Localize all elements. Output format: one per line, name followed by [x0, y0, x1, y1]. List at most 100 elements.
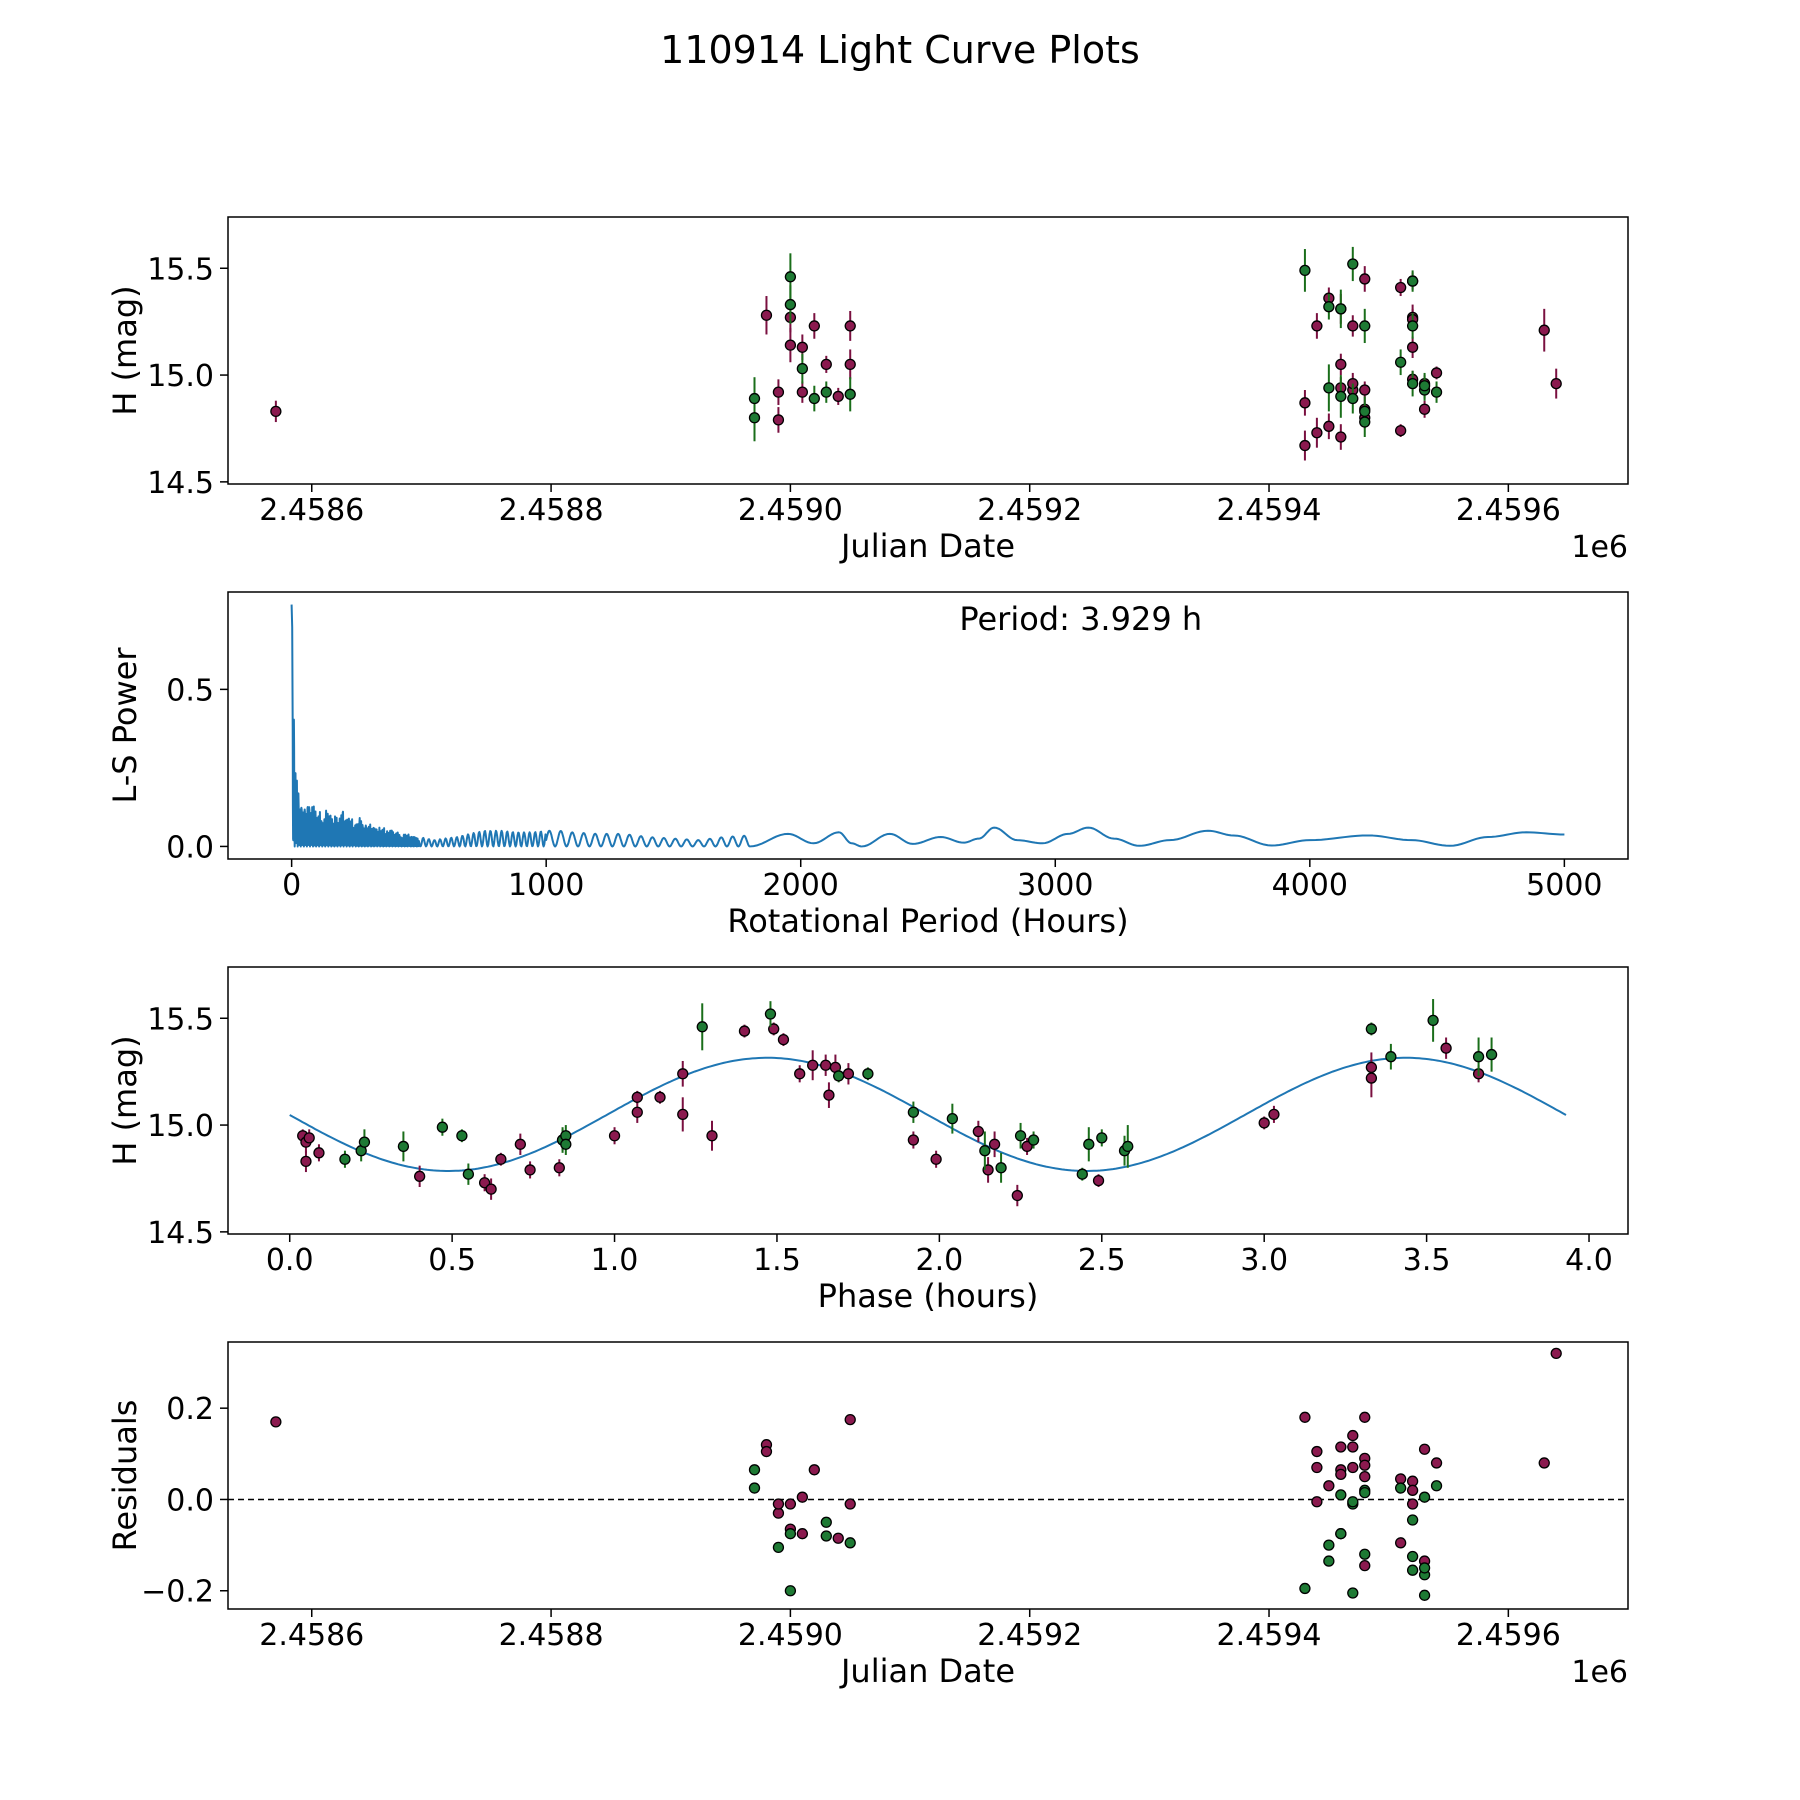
data-point-r — [677, 1068, 689, 1080]
data-point-r — [1359, 273, 1371, 285]
data-point-r — [1359, 1470, 1371, 1483]
data-point-g — [833, 1070, 845, 1082]
data-point-g — [1299, 1582, 1311, 1595]
data-point-r — [1394, 424, 1407, 437]
data-point-r — [1299, 397, 1311, 409]
x-axis-label: Rotational Period (Hours) — [727, 902, 1128, 940]
x-tick-label: 0.0 — [266, 1243, 314, 1278]
x-tick-label: 2.4588 — [499, 1618, 604, 1653]
data-point-g — [979, 1145, 991, 1157]
y-tick-label: 0.5 — [166, 673, 214, 708]
data-point-r — [1538, 1457, 1550, 1469]
y-tick-label: 14.5 — [147, 466, 214, 501]
data-point-g — [748, 412, 761, 424]
data-point-g — [462, 1168, 475, 1180]
data-point-g — [339, 1153, 351, 1165]
x-offset-label: 1e6 — [1571, 530, 1628, 565]
data-point-r — [514, 1138, 526, 1150]
data-point-g — [1359, 416, 1371, 428]
data-point-r — [777, 1033, 790, 1046]
data-point-r — [1347, 1461, 1359, 1474]
data-point-r — [784, 1498, 797, 1510]
data-point-g — [1335, 390, 1347, 403]
data-point-r — [760, 1445, 773, 1458]
data-point-g — [1347, 1587, 1359, 1599]
data-point-r — [300, 1155, 312, 1168]
data-point-r — [1311, 320, 1323, 332]
x-axis-label: Julian Date — [839, 1652, 1015, 1690]
x-tick-label: 2.4586 — [259, 1618, 364, 1653]
x-tick-label: 2.0 — [916, 1243, 964, 1278]
x-axis-label: Julian Date — [839, 527, 1015, 565]
data-point-r — [844, 358, 856, 371]
data-point-g — [1096, 1132, 1108, 1144]
y-tick-label: 0.0 — [166, 830, 214, 865]
data-point-g — [784, 1528, 797, 1540]
data-point-r — [1092, 1174, 1105, 1187]
data-point-r — [1440, 1042, 1452, 1054]
data-point-r — [796, 1491, 809, 1503]
data-point-g — [1323, 1539, 1335, 1551]
data-point-r — [1359, 1559, 1371, 1572]
data-point-r — [1394, 1537, 1407, 1549]
data-point-r — [1311, 427, 1323, 439]
x-tick-label: 4000 — [1272, 868, 1348, 903]
data-point-r — [1418, 1443, 1431, 1455]
x-tick-label: 1000 — [508, 868, 584, 903]
panel-2: 0 1000 2000 3000 4000 5000 0.0 0.5 Rotational Pe… — [106, 591, 1629, 940]
data-point-r — [907, 1134, 920, 1146]
data-point-g — [1472, 1051, 1485, 1063]
data-layer — [270, 246, 1562, 461]
data-point-g — [764, 1008, 777, 1020]
data-point-g — [748, 392, 761, 405]
data-point-g — [1406, 1550, 1419, 1563]
data-point-r — [738, 1025, 751, 1037]
data-point-r — [808, 320, 820, 332]
y-tick-label: 15.5 — [147, 1002, 214, 1037]
data-point-r — [820, 358, 832, 371]
x-tick-label: 2.4594 — [1217, 493, 1322, 528]
data-point-g — [844, 1537, 856, 1549]
data-point-g — [1418, 1562, 1431, 1574]
data-point-r — [1394, 281, 1407, 294]
x-tick-label: 2.4590 — [738, 1618, 843, 1653]
data-point-r — [1359, 384, 1371, 396]
x-tick-label: 2.4592 — [977, 493, 1082, 528]
x-tick-label: 3.5 — [1403, 1243, 1451, 1278]
data-point-r — [608, 1130, 621, 1142]
data-point-g — [1359, 1548, 1371, 1560]
data-point-g — [1365, 1023, 1378, 1035]
axes-frame — [227, 216, 1629, 485]
y-tick-label: 15.5 — [147, 252, 214, 287]
data-point-r — [485, 1183, 497, 1195]
data-point-g — [358, 1136, 371, 1148]
data-point-r — [1299, 439, 1311, 452]
data-point-r — [930, 1153, 942, 1165]
data-point-g — [784, 271, 797, 283]
data-point-r — [794, 1068, 806, 1080]
data-point-r — [772, 414, 785, 426]
data-point-r — [796, 1528, 809, 1540]
data-point-g — [1347, 1496, 1359, 1508]
y-tick-label: 0.2 — [166, 1392, 214, 1427]
data-point-g — [1359, 1486, 1371, 1499]
data-point-g — [820, 1530, 832, 1542]
x-axis-label: Phase (hours) — [818, 1277, 1039, 1315]
periodogram-line — [290, 604, 1565, 848]
data-point-g — [1122, 1140, 1134, 1153]
data-point-r — [677, 1108, 689, 1121]
data-point-r — [1311, 1461, 1323, 1474]
data-point-r — [784, 339, 797, 351]
data-point-g — [1076, 1168, 1088, 1180]
x-tick-label: 5000 — [1526, 868, 1602, 903]
data-point-g — [1083, 1138, 1095, 1150]
data-point-r — [524, 1164, 536, 1176]
data-point-r — [495, 1153, 507, 1165]
data-point-r — [313, 1147, 325, 1159]
data-point-r — [631, 1106, 643, 1118]
data-point-g — [844, 388, 856, 400]
data-point-r — [654, 1091, 666, 1103]
data-point-r — [1335, 431, 1347, 443]
y-tick-label: 14.5 — [147, 1216, 214, 1251]
